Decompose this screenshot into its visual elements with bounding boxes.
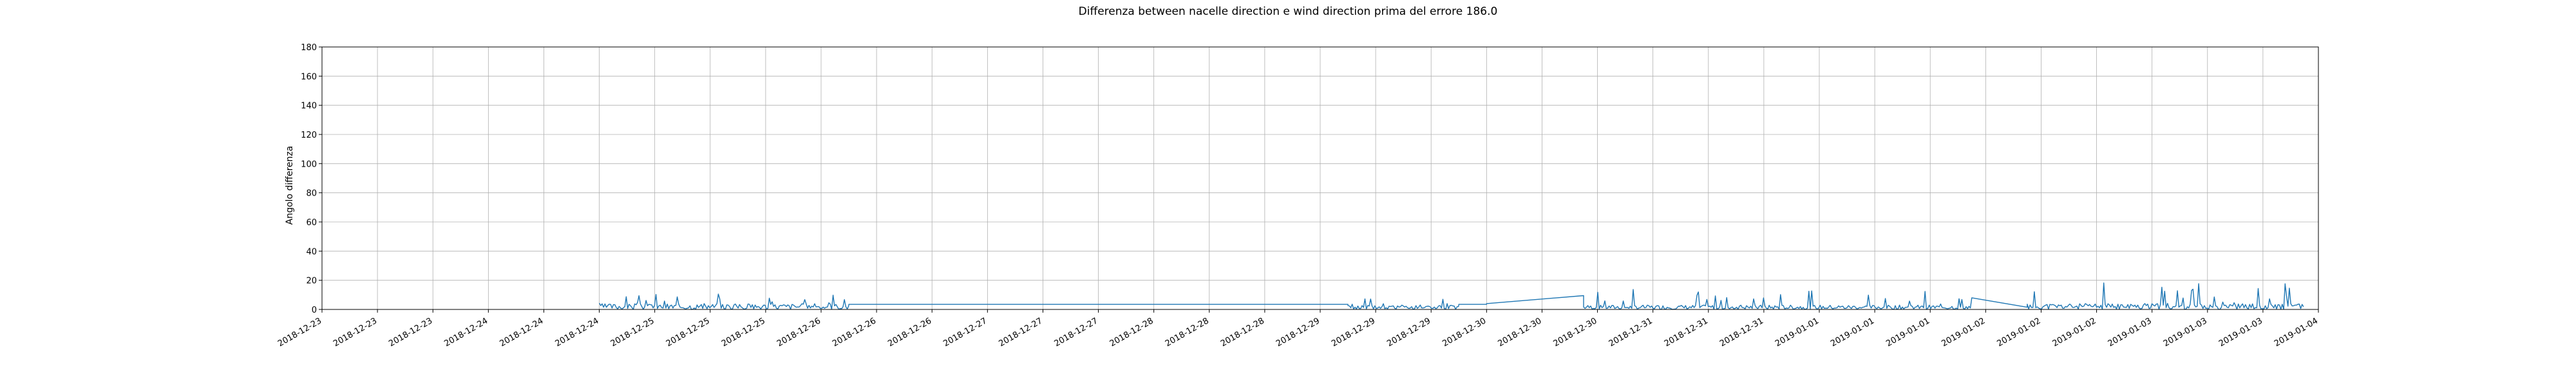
x-tick-label: 2018-12-26	[831, 316, 878, 349]
x-tick-label: 2018-12-30	[1552, 316, 1599, 349]
x-tick-label: 2018-12-25	[609, 316, 656, 349]
y-tick-label: 40	[306, 247, 317, 257]
x-tick-label: 2018-12-30	[1441, 316, 1488, 349]
series-line	[598, 282, 2304, 310]
x-tick-label: 2018-12-28	[1164, 316, 1211, 349]
y-tick-label: 60	[306, 218, 317, 228]
x-tick-label: 2018-12-27	[998, 316, 1045, 349]
x-tick-label: 2018-12-31	[1607, 316, 1654, 349]
y-tick-label: 100	[301, 160, 317, 169]
x-tick-label: 2018-12-23	[332, 316, 379, 349]
x-tick-label: 2019-01-03	[2217, 316, 2264, 349]
x-tick-label: 2018-12-26	[886, 316, 933, 349]
x-tick-label: 2018-12-28	[1219, 316, 1266, 349]
x-tick-label: 2018-12-29	[1274, 316, 1321, 349]
x-tick-label: 2019-01-02	[2051, 316, 2098, 349]
x-tick-label: 2018-12-23	[276, 316, 323, 349]
x-tick-label: 2018-12-24	[554, 316, 601, 349]
x-tick-label: 2018-12-25	[665, 316, 712, 349]
x-axis-ticks: 2018-12-23 2018-12-23 2018-12-23 2018-12-24…	[276, 309, 2320, 349]
series-layer	[598, 282, 2304, 310]
y-axis-ticks: 0 20 40 60 80 100 120 140 160 180	[301, 43, 322, 315]
y-tick-label: 0	[312, 306, 317, 315]
x-tick-label: 2018-12-27	[1053, 316, 1100, 349]
x-tick-label: 2018-12-29	[1330, 316, 1377, 349]
y-tick-label: 120	[301, 131, 317, 140]
x-tick-label: 2019-01-01	[1829, 316, 1876, 349]
y-axis-label: Angolo differenza	[285, 146, 295, 225]
grid-lines	[321, 46, 2319, 310]
x-tick-label: 2018-12-29	[1385, 316, 1432, 349]
x-tick-label: 2019-01-01	[1774, 316, 1821, 349]
x-tick-label: 2018-12-26	[775, 316, 822, 349]
x-tick-label: 2018-12-25	[720, 316, 767, 349]
x-tick-label: 2019-01-04	[2273, 316, 2320, 349]
x-tick-label: 2018-12-27	[942, 316, 989, 349]
y-tick-label: 20	[306, 277, 317, 286]
x-tick-label: 2018-12-30	[1497, 316, 1544, 349]
y-tick-label: 180	[301, 43, 317, 53]
x-tick-label: 2019-01-03	[2162, 316, 2209, 349]
y-tick-label: 140	[301, 102, 317, 111]
x-tick-label: 2018-12-23	[387, 316, 434, 349]
x-tick-label: 2018-12-28	[1108, 316, 1155, 349]
x-tick-label: 2018-12-31	[1718, 316, 1765, 349]
x-tick-label: 2018-12-24	[442, 316, 489, 349]
x-tick-label: 2019-01-03	[2107, 316, 2154, 349]
x-tick-label: 2019-01-02	[1940, 316, 1987, 349]
x-tick-label: 2019-01-02	[1996, 316, 2043, 349]
y-tick-label: 160	[301, 72, 317, 82]
x-tick-label: 2019-01-01	[1884, 316, 1931, 349]
chart-title: Differenza between nacelle direction e w…	[1079, 5, 1498, 18]
x-tick-label: 2018-12-31	[1663, 316, 1710, 349]
y-tick-label: 80	[306, 189, 317, 199]
x-tick-label: 2018-12-24	[498, 316, 545, 349]
